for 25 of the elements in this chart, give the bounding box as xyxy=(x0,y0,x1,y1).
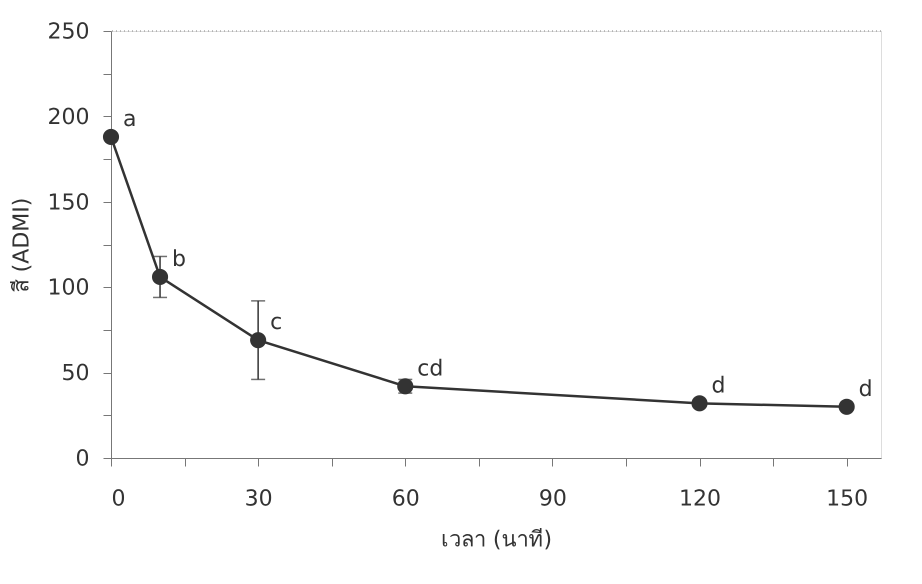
annotation: c xyxy=(270,310,282,336)
y-axis-title: สี (ADMI) xyxy=(10,198,35,292)
annotation: a xyxy=(123,106,136,132)
point xyxy=(838,398,855,415)
y-tick-label: 0 xyxy=(76,446,90,472)
annotation: d xyxy=(712,373,726,398)
x-tick-label: 150 xyxy=(826,486,868,512)
y-tick-label: 50 xyxy=(62,361,90,386)
y-tick-label: 150 xyxy=(48,190,90,216)
x-tick-label: 90 xyxy=(538,486,567,512)
y-tick-label: 250 xyxy=(48,20,90,44)
x-tick-label: 30 xyxy=(244,486,273,512)
point xyxy=(250,332,266,348)
point xyxy=(152,268,168,285)
x-tick-label: 60 xyxy=(392,486,420,512)
y-tick-label: 100 xyxy=(48,276,90,301)
y-tick-label: 200 xyxy=(48,104,90,130)
x-axis-title: เวลา (นาที) xyxy=(440,528,552,552)
annotation: cd xyxy=(417,356,444,382)
x-tick-label: 0 xyxy=(112,486,126,512)
x-tick-label: 120 xyxy=(679,486,722,512)
point xyxy=(102,128,120,145)
annotation: b xyxy=(172,246,186,272)
annotation: d xyxy=(858,376,873,402)
point xyxy=(691,395,708,412)
